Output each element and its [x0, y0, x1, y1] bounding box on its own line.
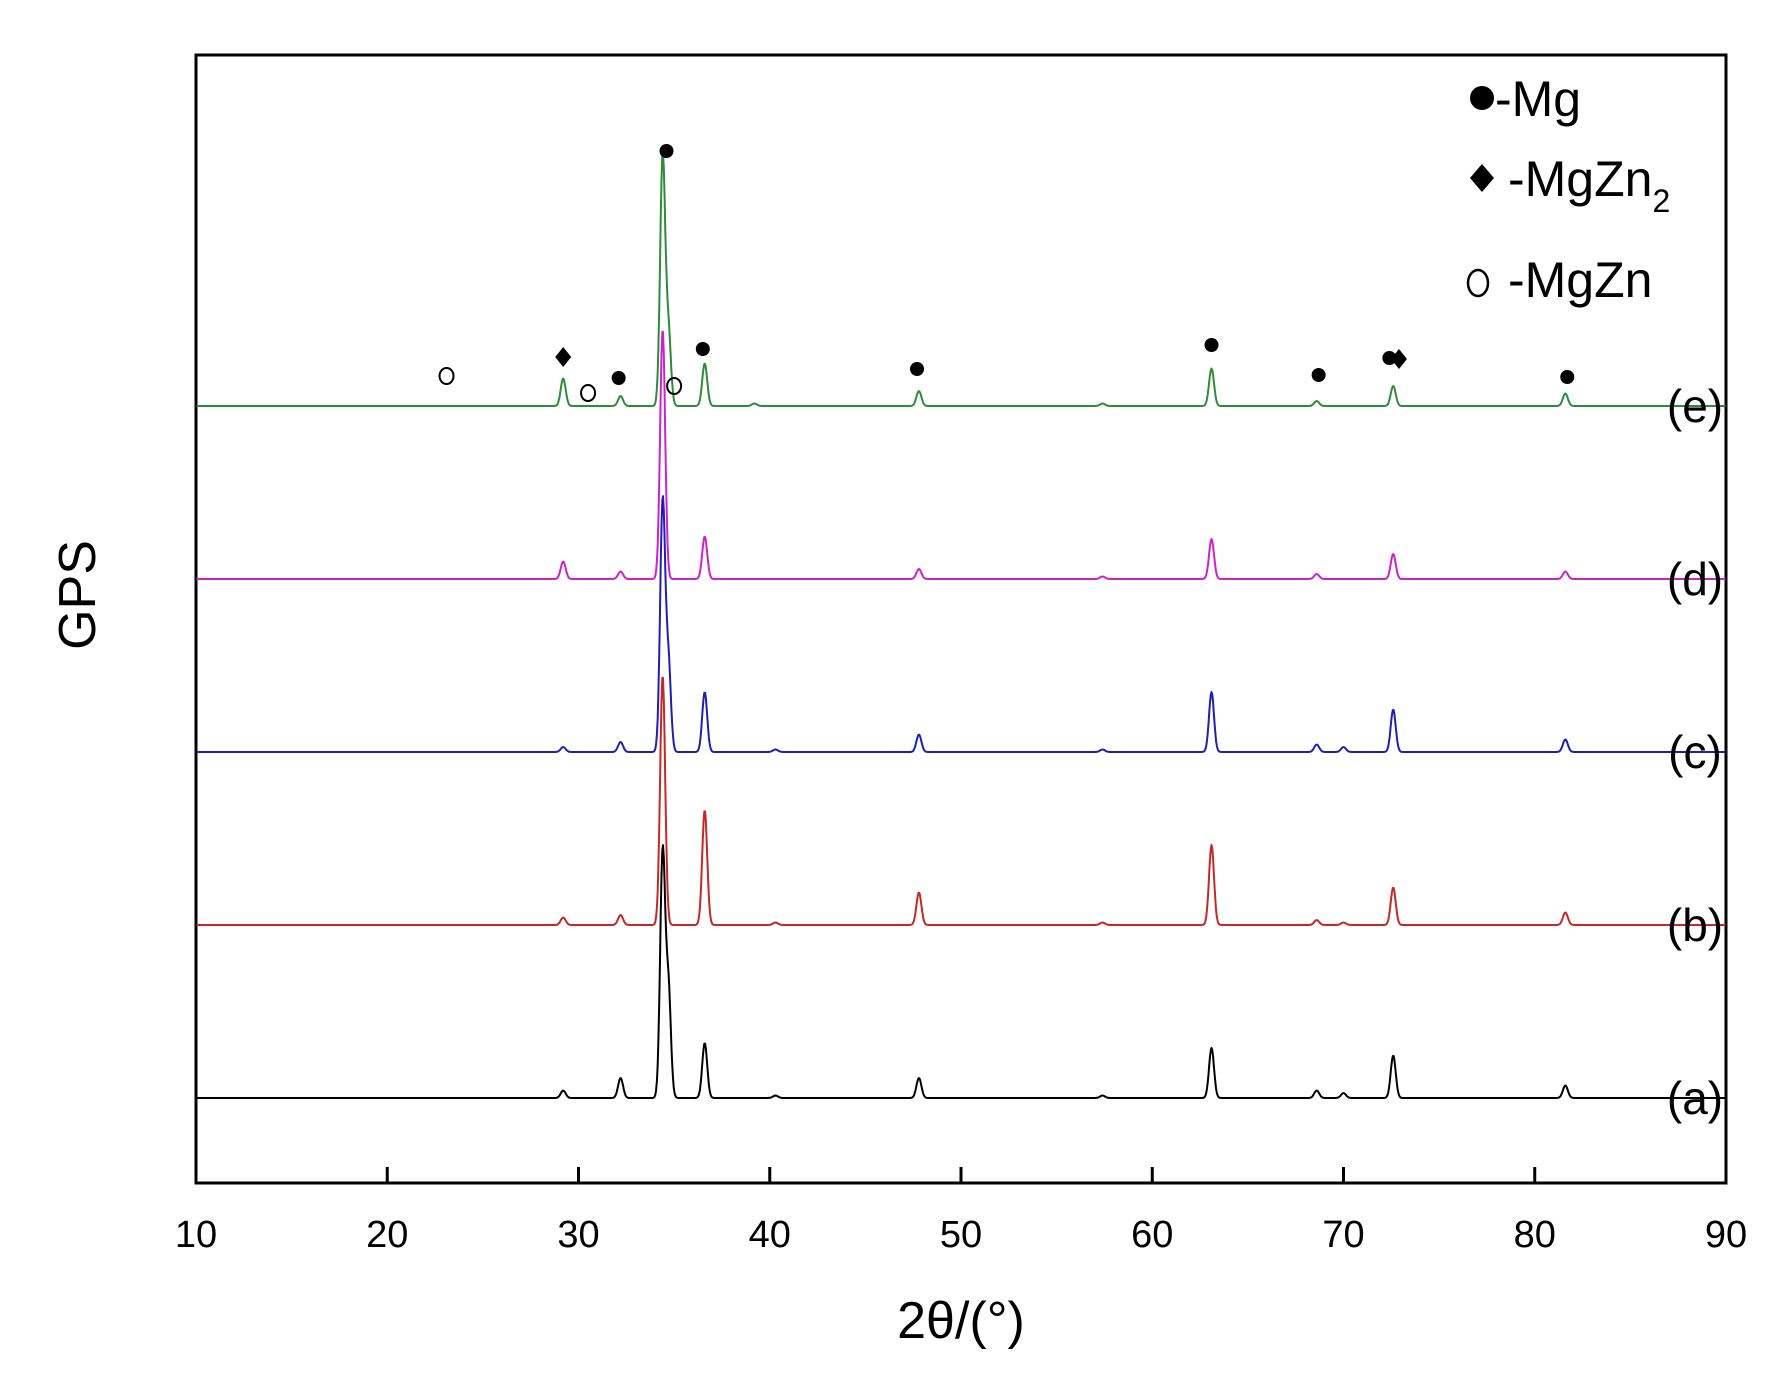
legend: -Mg -MgZn2 -MgZn	[1466, 71, 1670, 308]
series-group	[196, 150, 1726, 1099]
x-tick-label: 60	[1131, 1214, 1173, 1256]
mg-peak-marker	[695, 342, 710, 356]
x-tick-label: 20	[366, 1214, 408, 1256]
series-line-2	[196, 676, 1726, 926]
x-tick-label: 10	[175, 1214, 217, 1256]
mgzn-peak-marker	[580, 384, 597, 402]
mgzn-peak-marker	[666, 377, 683, 395]
legend-label: -Mg	[1495, 71, 1581, 127]
mg-peak-marker	[1311, 368, 1326, 382]
series-line-5	[196, 150, 1726, 407]
x-axis-title: 2θ/(°)	[897, 1292, 1025, 1350]
mg-peak-marker	[1204, 338, 1219, 352]
legend-mgzn-marker	[1466, 268, 1490, 298]
series-label: (a)	[1667, 1072, 1723, 1124]
mg-peak-marker	[910, 362, 925, 376]
mgzn-peak-marker	[438, 367, 455, 385]
legend-label: -MgZn	[1508, 252, 1652, 308]
series-label: (e)	[1667, 380, 1723, 432]
series-label: (b)	[1667, 899, 1723, 951]
series-line-4	[196, 330, 1726, 580]
series-line-3	[196, 495, 1726, 753]
x-tick-label: 70	[1322, 1214, 1364, 1256]
mg-peak-marker	[659, 144, 674, 158]
mg-peak-marker	[1382, 351, 1397, 365]
legend-mgzn2-marker	[1470, 164, 1494, 192]
series-line-1	[196, 844, 1726, 1099]
mgzn2-peak-marker	[555, 347, 572, 367]
peak-markers	[438, 144, 1575, 402]
x-tick-label: 80	[1514, 1214, 1556, 1256]
legend-label: -MgZn2	[1508, 151, 1670, 219]
series-label: (d)	[1667, 553, 1723, 605]
x-tick-label: 50	[940, 1214, 982, 1256]
mgzn2-peak-marker	[1390, 349, 1407, 369]
mg-peak-marker	[611, 371, 626, 385]
series-label: (c)	[1668, 726, 1722, 778]
mg-peak-marker	[1560, 370, 1575, 384]
y-axis-title: GPS	[49, 540, 107, 650]
series-labels: (a) (b) (c) (d) (e)	[1667, 380, 1723, 1124]
x-tick-label: 30	[557, 1214, 599, 1256]
x-tick-label: 40	[749, 1214, 791, 1256]
x-tick-label: 90	[1705, 1214, 1747, 1256]
plot-frame	[194, 53, 1728, 1185]
x-ticks: 10 20 30 40 50 60 70 80 90	[175, 1167, 1747, 1256]
legend-mg-marker	[1470, 86, 1494, 110]
